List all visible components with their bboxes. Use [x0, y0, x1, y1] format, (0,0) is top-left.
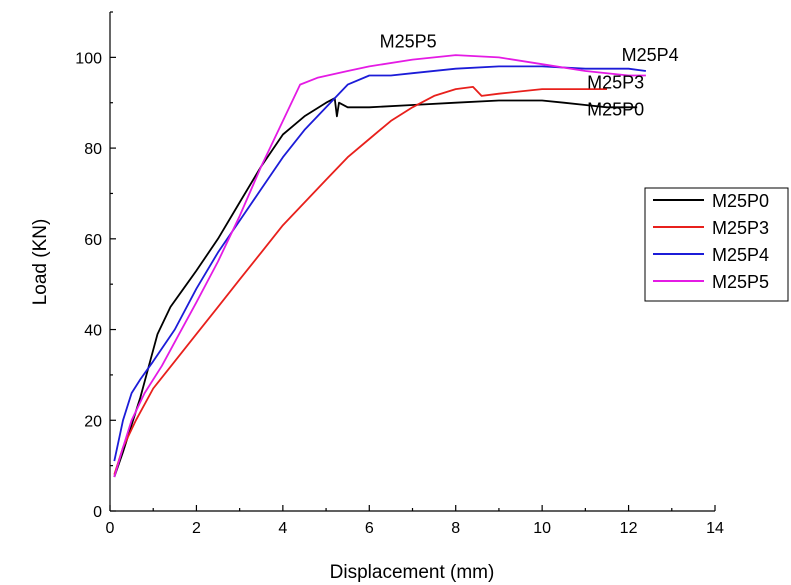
y-tick-label: 20	[84, 413, 102, 430]
annotation-label: M25P4	[622, 45, 679, 65]
legend-label: M25P5	[712, 272, 769, 292]
y-axis-title: Load (KN)	[30, 219, 51, 306]
x-tick-label: 6	[365, 520, 374, 537]
y-tick-label: 100	[75, 50, 102, 67]
series-line-m25p3	[113, 86, 607, 475]
x-tick-label: 8	[451, 520, 460, 537]
legend-box	[644, 187, 789, 302]
x-tick-label: 14	[706, 520, 724, 537]
series-group	[113, 54, 647, 478]
series-line-m25p4	[113, 65, 647, 462]
annotation-label: M25P3	[587, 72, 644, 92]
series-line-m25p5	[113, 54, 646, 478]
legend-label: M25P3	[712, 218, 769, 238]
tick-group: 0 2 4 6 8 10 12 14 0 20 40 60 80 100	[75, 11, 724, 537]
y-tick-label: 0	[93, 504, 102, 521]
annotation-group: M25P5 M25P4 M25P3 M25P0	[380, 31, 679, 119]
series-line-m25p0	[113, 97, 638, 478]
legend-label: M25P4	[712, 245, 769, 265]
x-tick-label: 10	[533, 520, 551, 537]
x-tick-label: 0	[106, 520, 115, 537]
y-tick-label: 60	[84, 232, 102, 249]
legend-label: M25P0	[712, 191, 769, 211]
x-tick-label: 2	[192, 520, 201, 537]
y-tick-label: 40	[84, 323, 102, 340]
x-tick-label: 12	[620, 520, 638, 537]
y-tick-label: 80	[84, 141, 102, 158]
x-axis-title: Displacement (mm)	[330, 562, 495, 583]
annotation-label: M25P0	[587, 100, 644, 120]
x-tick-label: 4	[278, 520, 287, 537]
legend: M25P0 M25P3 M25P4 M25P5	[644, 187, 789, 302]
annotation-label: M25P5	[380, 31, 437, 51]
